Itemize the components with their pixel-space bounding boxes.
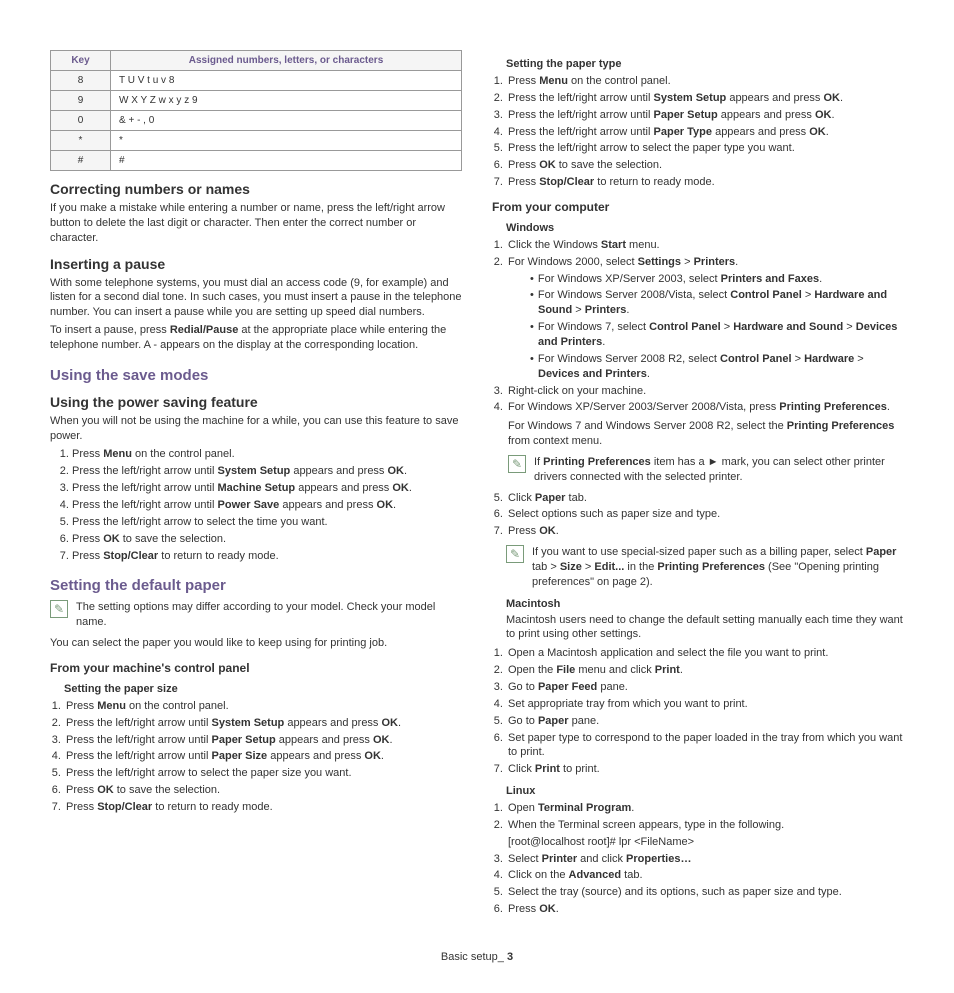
text-default-paper: You can select the paper you would like … (50, 636, 462, 651)
step: Press the left/right arrow until System … (72, 464, 462, 479)
step: Click on the Advanced tab. (506, 868, 904, 883)
text-mac-intro: Macintosh users need to change the defau… (492, 613, 904, 643)
right-column: Setting the paper type Press Menu on the… (492, 50, 904, 921)
step: Press OK to save the selection. (506, 158, 904, 173)
step: Click Print to print. (506, 762, 904, 777)
steps-windows: Click the Windows Start menu. For Window… (492, 238, 904, 539)
step: Press Menu on the control panel. (64, 699, 462, 714)
note-icon: ✎ (508, 455, 526, 473)
step: Select the tray (source) and its options… (506, 885, 904, 900)
heading-from-computer: From your computer (492, 200, 904, 214)
step: Press the left/right arrow until System … (506, 91, 904, 106)
step: Press the left/right arrow until Paper S… (64, 749, 462, 764)
step: Press the left/right arrow until System … (64, 716, 462, 731)
steps-linux: Open Terminal Program. When the Terminal… (492, 801, 904, 917)
note-special-paper: ✎ If you want to use special-sized paper… (492, 545, 904, 590)
table-row: ** (51, 131, 462, 151)
step: Press the left/right arrow to select the… (64, 766, 462, 781)
key-table: Key Assigned numbers, letters, or charac… (50, 50, 462, 171)
table-head-chars: Assigned numbers, letters, or characters (111, 51, 462, 71)
step: Select Printer and click Properties… (506, 852, 904, 867)
step: Click the Windows Start menu. (506, 238, 904, 253)
step: Press Menu on the control panel. (72, 447, 462, 462)
steps-power-save: Press Menu on the control panel. Press t… (50, 447, 462, 563)
step: Press OK. (506, 902, 904, 917)
note-printing-pref: ✎ If Printing Preferences item has a ► m… (508, 455, 904, 485)
note-model: ✎ The setting options may differ accordi… (50, 600, 462, 630)
heading-linux: Linux (492, 785, 904, 797)
step: Press the left/right arrow until Paper T… (506, 125, 904, 140)
step: Press Stop/Clear to return to ready mode… (506, 175, 904, 190)
heading-paper-type: Setting the paper type (492, 58, 904, 70)
step: Open a Macintosh application and select … (506, 646, 904, 661)
step: Go to Paper Feed pane. (506, 680, 904, 695)
step: Press the left/right arrow until Machine… (72, 481, 462, 496)
terminal-cmd: [root@localhost root]# lpr <FileName> (508, 835, 904, 850)
step: Select options such as paper size and ty… (506, 507, 904, 522)
page-footer: Basic setup_ 3 (50, 951, 904, 963)
step: Press OK to save the selection. (72, 532, 462, 547)
table-row: 8T U V t u v 8 (51, 71, 462, 91)
left-column: Key Assigned numbers, letters, or charac… (50, 50, 462, 921)
step: Right-click on your machine. (506, 384, 904, 399)
step: Open Terminal Program. (506, 801, 904, 816)
step: Set paper type to correspond to the pape… (506, 731, 904, 761)
step: Press Stop/Clear to return to ready mode… (64, 800, 462, 815)
heading-power-save: Using the power saving feature (50, 394, 462, 410)
step: Open the File menu and click Print. (506, 663, 904, 678)
steps-mac: Open a Macintosh application and select … (492, 646, 904, 777)
step: Go to Paper pane. (506, 714, 904, 729)
table-row: 9W X Y Z w x y z 9 (51, 91, 462, 111)
step: Set appropriate tray from which you want… (506, 697, 904, 712)
step: Press the left/right arrow to select the… (506, 141, 904, 156)
step: Press Menu on the control panel. (506, 74, 904, 89)
windows-bullets: For Windows XP/Server 2003, select Print… (508, 272, 904, 382)
two-column-layout: Key Assigned numbers, letters, or charac… (50, 50, 904, 921)
step: Click Paper tab. (506, 491, 904, 506)
heading-save-modes: Using the save modes (50, 367, 462, 384)
step: For Windows 2000, select Settings > Prin… (506, 255, 904, 382)
heading-paper-size: Setting the paper size (50, 683, 462, 695)
note-icon: ✎ (506, 545, 524, 563)
heading-windows: Windows (492, 222, 904, 234)
steps-paper-type: Press Menu on the control panel. Press t… (492, 74, 904, 190)
heading-control-panel: From your machine's control panel (50, 661, 462, 675)
text-correcting: If you make a mistake while entering a n… (50, 201, 462, 246)
table-row: 0& + - , 0 (51, 111, 462, 131)
step: When the Terminal screen appears, type i… (506, 818, 904, 850)
note-icon: ✎ (50, 600, 68, 618)
step: Press the left/right arrow until Paper S… (64, 733, 462, 748)
step: Press OK. (506, 524, 904, 539)
step: Press the left/right arrow to select the… (72, 515, 462, 530)
text-pause-1: With some telephone systems, you must di… (50, 276, 462, 321)
table-row: ## (51, 151, 462, 171)
heading-macintosh: Macintosh (492, 598, 904, 610)
step: For Windows XP/Server 2003/Server 2008/V… (506, 400, 904, 484)
step: Press the left/right arrow until Power S… (72, 498, 462, 513)
step: Press OK to save the selection. (64, 783, 462, 798)
text-pause-2: To insert a pause, press Redial/Pause at… (50, 323, 462, 353)
step: Press Stop/Clear to return to ready mode… (72, 549, 462, 564)
step: Press the left/right arrow until Paper S… (506, 108, 904, 123)
heading-pause: Inserting a pause (50, 256, 462, 272)
table-head-key: Key (51, 51, 111, 71)
heading-correcting: Correcting numbers or names (50, 181, 462, 197)
steps-paper-size: Press Menu on the control panel. Press t… (50, 699, 462, 815)
text-power-save: When you will not be using the machine f… (50, 414, 462, 444)
heading-default-paper: Setting the default paper (50, 577, 462, 594)
